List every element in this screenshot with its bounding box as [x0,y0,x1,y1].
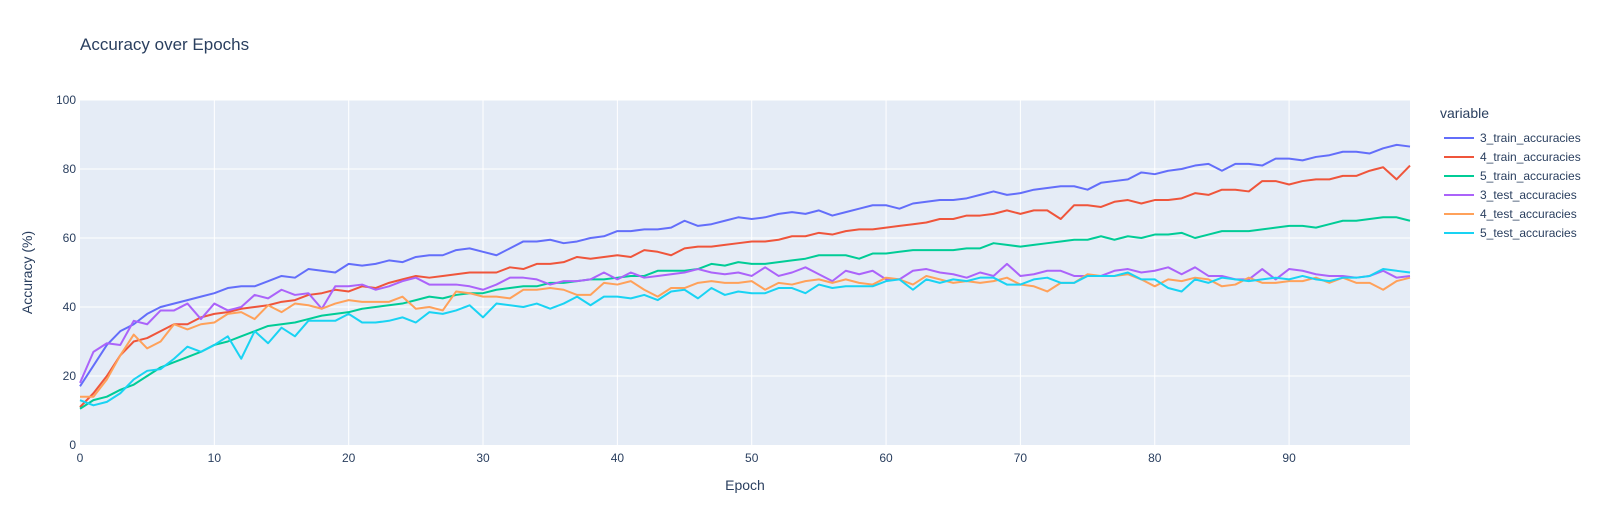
y-tick-label: 100 [56,93,76,107]
legend-label: 5_train_accuracies [1480,169,1581,183]
x-tick-label: 10 [208,451,222,465]
gridlines [80,99,1410,445]
x-tick-label: 70 [1014,451,1028,465]
x-tick-label: 80 [1148,451,1162,465]
legend-item[interactable]: 5_train_accuracies [1444,169,1581,183]
legend-item[interactable]: 4_train_accuracies [1444,150,1581,164]
legend-item[interactable]: 3_test_accuracies [1444,188,1577,202]
series-line-3_train_accuracies[interactable] [79,143,1411,387]
series-line-5_test_accuracies[interactable] [79,268,1411,407]
y-tick-label: 20 [63,369,77,383]
y-tick-label: 60 [63,231,77,245]
series-lines [79,143,1411,410]
legend-label: 3_test_accuracies [1480,188,1577,202]
y-axis-title: Accuracy (%) [19,231,35,314]
y-tick-label: 40 [63,300,77,314]
legend[interactable]: variable 3_train_accuracies 4_train_accur… [1440,105,1581,240]
legend-label: 3_train_accuracies [1480,131,1581,145]
legend-item[interactable]: 4_test_accuracies [1444,207,1577,221]
series-line-4_test_accuracies[interactable] [80,273,1411,398]
x-tick-label: 20 [342,451,356,465]
legend-title: variable [1440,105,1489,121]
x-axis-title: Epoch [725,477,765,493]
legend-label: 4_train_accuracies [1480,150,1581,164]
y-axis-ticks: 0 20 40 60 80 100 [56,93,76,452]
legend-item[interactable]: 5_test_accuracies [1444,226,1577,240]
legend-label: 5_test_accuracies [1480,226,1577,240]
chart-title: Accuracy over Epochs [80,35,249,54]
x-tick-label: 40 [611,451,625,465]
x-tick-label: 60 [879,451,893,465]
x-axis-ticks: 0 10 20 30 40 50 60 70 80 90 [77,451,1296,465]
x-tick-label: 90 [1282,451,1296,465]
y-tick-label: 80 [63,162,77,176]
plot-area [80,100,1410,445]
legend-label: 4_test_accuracies [1480,207,1577,221]
x-tick-label: 50 [745,451,759,465]
x-tick-label: 0 [77,451,84,465]
y-tick-label: 0 [69,438,76,452]
series-line-5_train_accuracies[interactable] [79,216,1411,410]
series-line-3_test_accuracies[interactable] [79,262,1411,384]
x-tick-label: 30 [476,451,490,465]
series-line-4_train_accuracies[interactable] [79,164,1411,408]
legend-item[interactable]: 3_train_accuracies [1444,131,1581,145]
